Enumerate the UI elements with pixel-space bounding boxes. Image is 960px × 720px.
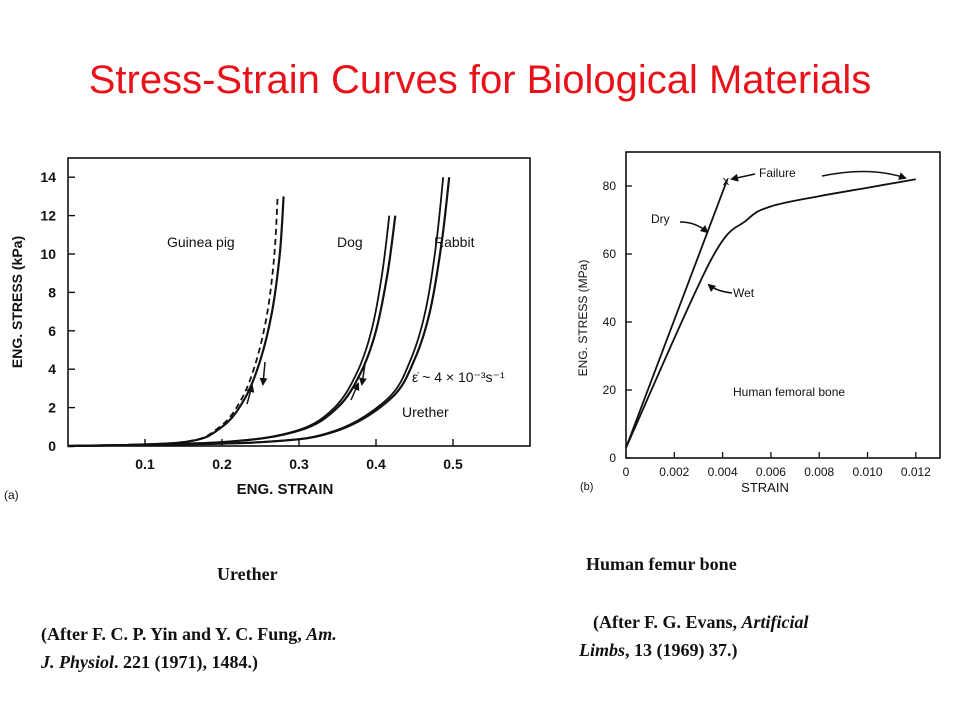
series-line-wet: [625, 178, 916, 449]
chart-b-y-ticks: 0 20 40 60 80: [603, 179, 632, 465]
x-tick-label: 0.5: [443, 456, 463, 472]
wet-arrow: [707, 283, 733, 294]
caption-right-ref: , 13 (1969) 37.): [625, 640, 738, 660]
specimen-label-femur: Human femoral bone: [733, 385, 845, 399]
x-tick-label: 0: [623, 465, 630, 479]
caption-left-heading: Urether: [217, 564, 278, 584]
caption-right-citation: (After F. G. Evans, Artificial Limbs, 13…: [579, 608, 809, 664]
legend-label-rabbit: Rabbit: [434, 234, 475, 250]
legend-label-guinea-pig: Guinea pig: [167, 234, 235, 250]
x-tick-label: 0.010: [853, 465, 883, 479]
chart-urether: 0 2 4 6 8 10 12 14 0.1 0.2 0.3 0.4 0.5 ENG. STRESS …: [4, 157, 531, 502]
y-tick-label: 60: [603, 247, 617, 261]
rate-annotation: ε̇ ~ 4 × 10⁻³s⁻¹: [412, 369, 505, 385]
failure-arrow-right: [821, 170, 907, 180]
slide-title: Stress-Strain Curves for Biological Mate…: [88, 58, 872, 102]
x-tick-label: 0.012: [901, 465, 931, 479]
caption-left-line1: (After F. C. P. Yin and Y. C. Fung, Am.: [41, 620, 337, 648]
series-label-dry: Dry: [651, 212, 670, 226]
y-tick-label: 20: [603, 383, 617, 397]
chart-b-x-ticks: 0 0.002 0.004 0.006 0.008 0.010 0.012: [623, 452, 931, 479]
chart-b-ylabel: ENG. STRESS (MPa): [576, 260, 590, 377]
series-line-rabbit-unloading: [67, 177, 451, 448]
caption-right-text: (After F. G. Evans,: [593, 612, 742, 632]
y-tick-label: 10: [40, 246, 56, 262]
x-tick-label: 0.2: [212, 456, 232, 472]
caption-left-journal-2: J. Physiol: [41, 652, 115, 672]
x-tick-label: 0.3: [289, 456, 309, 472]
legend-label-dog: Dog: [337, 234, 363, 250]
loading-arrow: [246, 384, 255, 405]
failure-label: Failure: [759, 166, 796, 180]
caption-left-text: (After F. C. P. Yin and Y. C. Fung,: [41, 624, 307, 644]
dog-unloading-arrow: [358, 363, 367, 386]
y-tick-label: 6: [48, 323, 56, 339]
unloading-arrow: [259, 361, 268, 386]
chart-a-frame: [67, 157, 531, 447]
dry-arrow: [679, 221, 709, 234]
caption-right-line2: Limbs, 13 (1969) 37.): [579, 636, 809, 664]
chart-femur-bone: 0 20 40 60 80 0 0.002 0.004 0.006 0.008 0.010 0.01…: [576, 151, 941, 495]
x-tick-label: 0.002: [659, 465, 689, 479]
y-tick-label: 0: [609, 451, 616, 465]
caption-left-journal: Am.: [306, 624, 337, 644]
caption-right-journal: Artificial: [741, 612, 809, 632]
caption-left-line2: J. Physiol. 221 (1971), 1484.): [41, 648, 337, 676]
chart-a-panel-label: (a): [4, 488, 19, 502]
chart-a-xlabel: ENG. STRAIN: [237, 481, 334, 498]
x-tick-label: 0.004: [708, 465, 738, 479]
x-tick-label: 0.4: [366, 456, 386, 472]
x-tick-label: 0.008: [804, 465, 834, 479]
caption-left-ref: . 221 (1971), 1484.): [114, 652, 258, 672]
caption-left-citation: (After F. C. P. Yin and Y. C. Fung, Am. …: [41, 620, 337, 676]
failure-marker: x: [723, 173, 730, 188]
series-line-dog-loading: [67, 215, 391, 447]
chart-a-x-ticks: 0.1 0.2 0.3 0.4 0.5: [135, 439, 463, 472]
y-tick-label: 80: [603, 179, 617, 193]
chart-b-frame: [625, 151, 941, 459]
chart-b-panel-label: (b): [580, 481, 593, 493]
x-tick-label: 0.006: [756, 465, 786, 479]
y-tick-label: 12: [40, 208, 56, 224]
caption-right-heading: Human femur bone: [586, 554, 737, 574]
dog-loading-arrow: [350, 382, 360, 401]
series-line-rabbit-loading: [67, 177, 445, 447]
y-tick-label: 2: [48, 400, 56, 416]
specimen-label-urether: Urether: [402, 404, 449, 420]
chart-a-y-ticks: 0 2 4 6 8 10 12 14: [40, 169, 75, 454]
chart-a-series: [67, 177, 451, 448]
chart-b-xlabel: STRAIN: [741, 480, 789, 495]
y-tick-label: 4: [48, 361, 56, 377]
x-tick-label: 0.1: [135, 456, 155, 472]
y-tick-label: 0: [48, 438, 56, 454]
caption-right-journal-2: Limbs: [579, 640, 626, 660]
y-tick-label: 14: [40, 169, 56, 185]
series-line-dog-unloading: [67, 215, 397, 448]
y-tick-label: 40: [603, 315, 617, 329]
y-tick-label: 8: [48, 284, 56, 300]
caption-right-line1: (After F. G. Evans, Artificial: [579, 608, 809, 636]
chart-a-ylabel: ENG. STRESS (kPa): [9, 236, 25, 368]
chart-b-series: [625, 178, 916, 449]
series-line-dry: [625, 178, 729, 449]
failure-arrow-left: [730, 173, 756, 182]
series-label-wet: Wet: [733, 286, 755, 300]
